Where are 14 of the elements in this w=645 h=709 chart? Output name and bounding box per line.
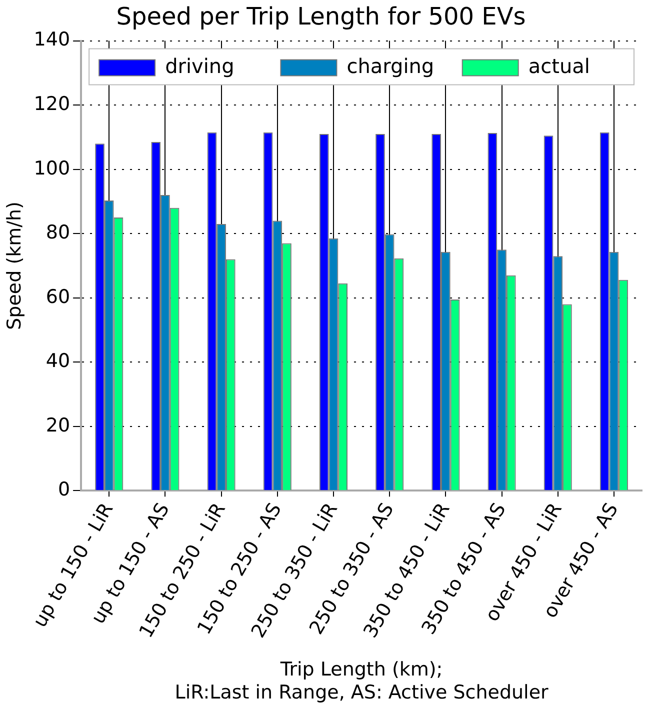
y-tick-label: 40	[46, 350, 70, 372]
y-tick-label: 100	[34, 157, 70, 180]
y-axis-title: Speed (km/h)	[3, 202, 26, 330]
legend-label: actual	[528, 54, 590, 78]
y-tick-label: 60	[46, 286, 70, 308]
y-tick-label: 140	[34, 28, 70, 51]
x-axis-title: Trip Length (km); LiR:Last in Range, AS: Active Scheduler	[174, 658, 549, 704]
chart-title: Speed per Trip Length for 500 EVs	[116, 2, 526, 31]
y-tick-label: 0	[58, 478, 70, 501]
legend-label: charging	[346, 54, 434, 78]
y-tick-label: 120	[34, 93, 70, 115]
legend-label: driving	[165, 54, 234, 78]
y-tick-label: 20	[46, 414, 70, 436]
y-tick-label: 80	[46, 222, 70, 244]
